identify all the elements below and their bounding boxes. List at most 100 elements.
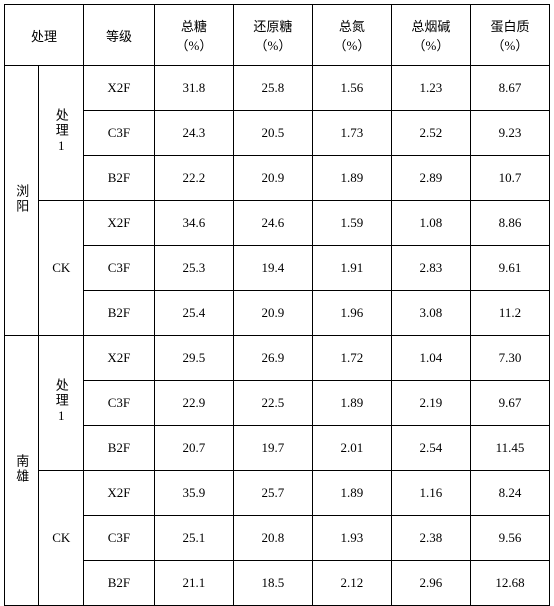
data-table: 处理 等级 总糖 （%） 还原糖 （%） 总氮 （%） 总烟碱 （%） 蛋白质 …	[4, 4, 550, 606]
value-cell: 1.73	[312, 111, 391, 156]
value-cell: 21.1	[154, 561, 233, 606]
value-cell: 2.19	[391, 381, 470, 426]
group-cell: 处理1	[39, 66, 84, 201]
table-row: CK X2F 34.6 24.6 1.59 1.08 8.86	[5, 201, 550, 246]
table-row: B2F 20.7 19.7 2.01 2.54 11.45	[5, 426, 550, 471]
level-cell: X2F	[84, 201, 155, 246]
group-label: CK	[52, 260, 70, 275]
value-cell: 2.96	[391, 561, 470, 606]
col-total-sugar-top: 总糖	[155, 16, 233, 35]
group-label: CK	[52, 530, 70, 545]
value-cell: 34.6	[154, 201, 233, 246]
col-total-sugar-sub: （%）	[155, 35, 233, 54]
value-cell: 2.01	[312, 426, 391, 471]
value-cell: 2.54	[391, 426, 470, 471]
value-cell: 25.3	[154, 246, 233, 291]
value-cell: 11.2	[470, 291, 549, 336]
value-cell: 9.67	[470, 381, 549, 426]
table-row: B2F 22.2 20.9 1.89 2.89 10.7	[5, 156, 550, 201]
level-cell: X2F	[84, 336, 155, 381]
value-cell: 3.08	[391, 291, 470, 336]
level-cell: B2F	[84, 291, 155, 336]
col-reducing-sugar: 还原糖 （%）	[233, 5, 312, 66]
col-reducing-sugar-top: 还原糖	[234, 16, 312, 35]
value-cell: 9.61	[470, 246, 549, 291]
header-row: 处理 等级 总糖 （%） 还原糖 （%） 总氮 （%） 总烟碱 （%） 蛋白质 …	[5, 5, 550, 66]
group-cell: 处理1	[39, 336, 84, 471]
col-total-n-top: 总氮	[313, 16, 391, 35]
col-level: 等级	[84, 5, 155, 66]
table-row: B2F 21.1 18.5 2.12 2.96 12.68	[5, 561, 550, 606]
value-cell: 1.23	[391, 66, 470, 111]
value-cell: 25.7	[233, 471, 312, 516]
value-cell: 20.8	[233, 516, 312, 561]
value-cell: 1.56	[312, 66, 391, 111]
level-cell: X2F	[84, 471, 155, 516]
value-cell: 8.67	[470, 66, 549, 111]
level-cell: B2F	[84, 156, 155, 201]
value-cell: 1.16	[391, 471, 470, 516]
level-cell: X2F	[84, 66, 155, 111]
table-row: 南雄 处理1 X2F 29.5 26.9 1.72 1.04 7.30	[5, 336, 550, 381]
region-label: 浏阳	[12, 184, 31, 214]
value-cell: 22.5	[233, 381, 312, 426]
col-total-n: 总氮 （%）	[312, 5, 391, 66]
col-nicotine-top: 总烟碱	[392, 16, 470, 35]
group-cell: CK	[39, 471, 84, 606]
value-cell: 31.8	[154, 66, 233, 111]
col-nicotine: 总烟碱 （%）	[391, 5, 470, 66]
value-cell: 20.9	[233, 291, 312, 336]
region-cell: 浏阳	[5, 66, 39, 336]
value-cell: 2.38	[391, 516, 470, 561]
col-protein-sub: （%）	[471, 35, 549, 54]
value-cell: 2.12	[312, 561, 391, 606]
value-cell: 1.96	[312, 291, 391, 336]
value-cell: 20.5	[233, 111, 312, 156]
value-cell: 25.1	[154, 516, 233, 561]
value-cell: 22.2	[154, 156, 233, 201]
level-cell: C3F	[84, 246, 155, 291]
value-cell: 2.89	[391, 156, 470, 201]
col-protein: 蛋白质 （%）	[470, 5, 549, 66]
value-cell: 1.72	[312, 336, 391, 381]
table-row: C3F 24.3 20.5 1.73 2.52 9.23	[5, 111, 550, 156]
value-cell: 18.5	[233, 561, 312, 606]
level-cell: B2F	[84, 561, 155, 606]
value-cell: 11.45	[470, 426, 549, 471]
value-cell: 1.89	[312, 381, 391, 426]
value-cell: 35.9	[154, 471, 233, 516]
col-total-sugar: 总糖 （%）	[154, 5, 233, 66]
table-row: 浏阳 处理1 X2F 31.8 25.8 1.56 1.23 8.67	[5, 66, 550, 111]
value-cell: 19.7	[233, 426, 312, 471]
value-cell: 25.8	[233, 66, 312, 111]
value-cell: 20.7	[154, 426, 233, 471]
value-cell: 8.86	[470, 201, 549, 246]
table-row: C3F 25.3 19.4 1.91 2.83 9.61	[5, 246, 550, 291]
value-cell: 20.9	[233, 156, 312, 201]
value-cell: 1.89	[312, 156, 391, 201]
value-cell: 24.3	[154, 111, 233, 156]
table-row: C3F 22.9 22.5 1.89 2.19 9.67	[5, 381, 550, 426]
col-reducing-sugar-sub: （%）	[234, 35, 312, 54]
col-treatment: 处理	[5, 5, 84, 66]
table-row: B2F 25.4 20.9 1.96 3.08 11.2	[5, 291, 550, 336]
table-row: CK X2F 35.9 25.7 1.89 1.16 8.24	[5, 471, 550, 516]
col-nicotine-sub: （%）	[392, 35, 470, 54]
value-cell: 1.08	[391, 201, 470, 246]
value-cell: 1.89	[312, 471, 391, 516]
table-body: 浏阳 处理1 X2F 31.8 25.8 1.56 1.23 8.67 C3F …	[5, 66, 550, 606]
value-cell: 2.52	[391, 111, 470, 156]
group-label: 处理1	[52, 108, 71, 155]
region-label: 南雄	[12, 454, 31, 484]
value-cell: 24.6	[233, 201, 312, 246]
value-cell: 1.04	[391, 336, 470, 381]
value-cell: 19.4	[233, 246, 312, 291]
group-label: 处理1	[52, 378, 71, 425]
value-cell: 29.5	[154, 336, 233, 381]
value-cell: 7.30	[470, 336, 549, 381]
value-cell: 26.9	[233, 336, 312, 381]
level-cell: B2F	[84, 426, 155, 471]
col-total-n-sub: （%）	[313, 35, 391, 54]
value-cell: 2.83	[391, 246, 470, 291]
level-cell: C3F	[84, 111, 155, 156]
